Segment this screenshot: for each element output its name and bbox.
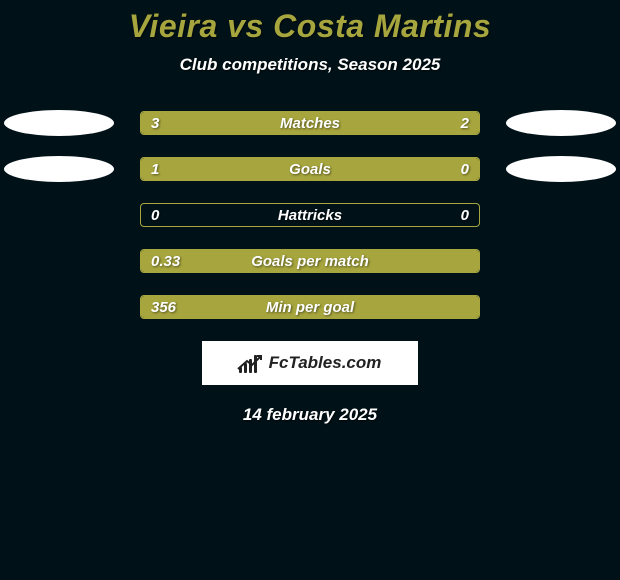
- stat-label: Goals: [141, 158, 479, 180]
- stat-label: Goals per match: [141, 250, 479, 272]
- stat-right-value: 0: [461, 158, 469, 180]
- player-marker-right: [506, 156, 616, 182]
- stat-bar: 356Min per goal: [140, 295, 480, 319]
- stat-bar: 1Goals0: [140, 157, 480, 181]
- arrow-icon: [237, 355, 263, 371]
- page-title: Vieira vs Costa Martins: [0, 8, 620, 45]
- spacer: [4, 248, 114, 274]
- logo-box: FcTables.com: [202, 341, 418, 385]
- stat-bar: 0Hattricks0: [140, 203, 480, 227]
- subtitle: Club competitions, Season 2025: [0, 55, 620, 75]
- stat-bar: 3Matches2: [140, 111, 480, 135]
- bar-chart-icon: [239, 353, 263, 373]
- stat-row: 3Matches2: [0, 111, 620, 135]
- player-marker-left: [4, 156, 114, 182]
- player-marker-right: [506, 110, 616, 136]
- comparison-card: Vieira vs Costa Martins Club competition…: [0, 0, 620, 425]
- spacer: [506, 294, 616, 320]
- spacer: [506, 248, 616, 274]
- stat-row: 356Min per goal: [0, 295, 620, 319]
- stat-right-value: 0: [461, 204, 469, 226]
- stat-row: 0Hattricks0: [0, 203, 620, 227]
- spacer: [4, 202, 114, 228]
- comparison-chart: 3Matches21Goals00Hattricks00.33Goals per…: [0, 111, 620, 319]
- stat-row: 0.33Goals per match: [0, 249, 620, 273]
- spacer: [506, 202, 616, 228]
- player-marker-left: [4, 110, 114, 136]
- spacer: [4, 294, 114, 320]
- logo-text: FcTables.com: [269, 353, 382, 373]
- stat-label: Matches: [141, 112, 479, 134]
- stat-label: Hattricks: [141, 204, 479, 226]
- stat-right-value: 2: [461, 112, 469, 134]
- date-label: 14 february 2025: [0, 405, 620, 425]
- stat-bar: 0.33Goals per match: [140, 249, 480, 273]
- stat-label: Min per goal: [141, 296, 479, 318]
- stat-row: 1Goals0: [0, 157, 620, 181]
